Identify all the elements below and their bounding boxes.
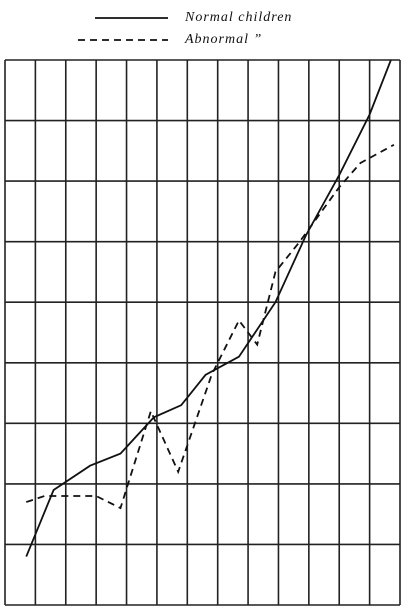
legend-label: Abnormal ” bbox=[184, 32, 262, 47]
data-line bbox=[25, 143, 395, 510]
data-line bbox=[25, 59, 392, 557]
legend-label: Normal children bbox=[184, 10, 292, 25]
